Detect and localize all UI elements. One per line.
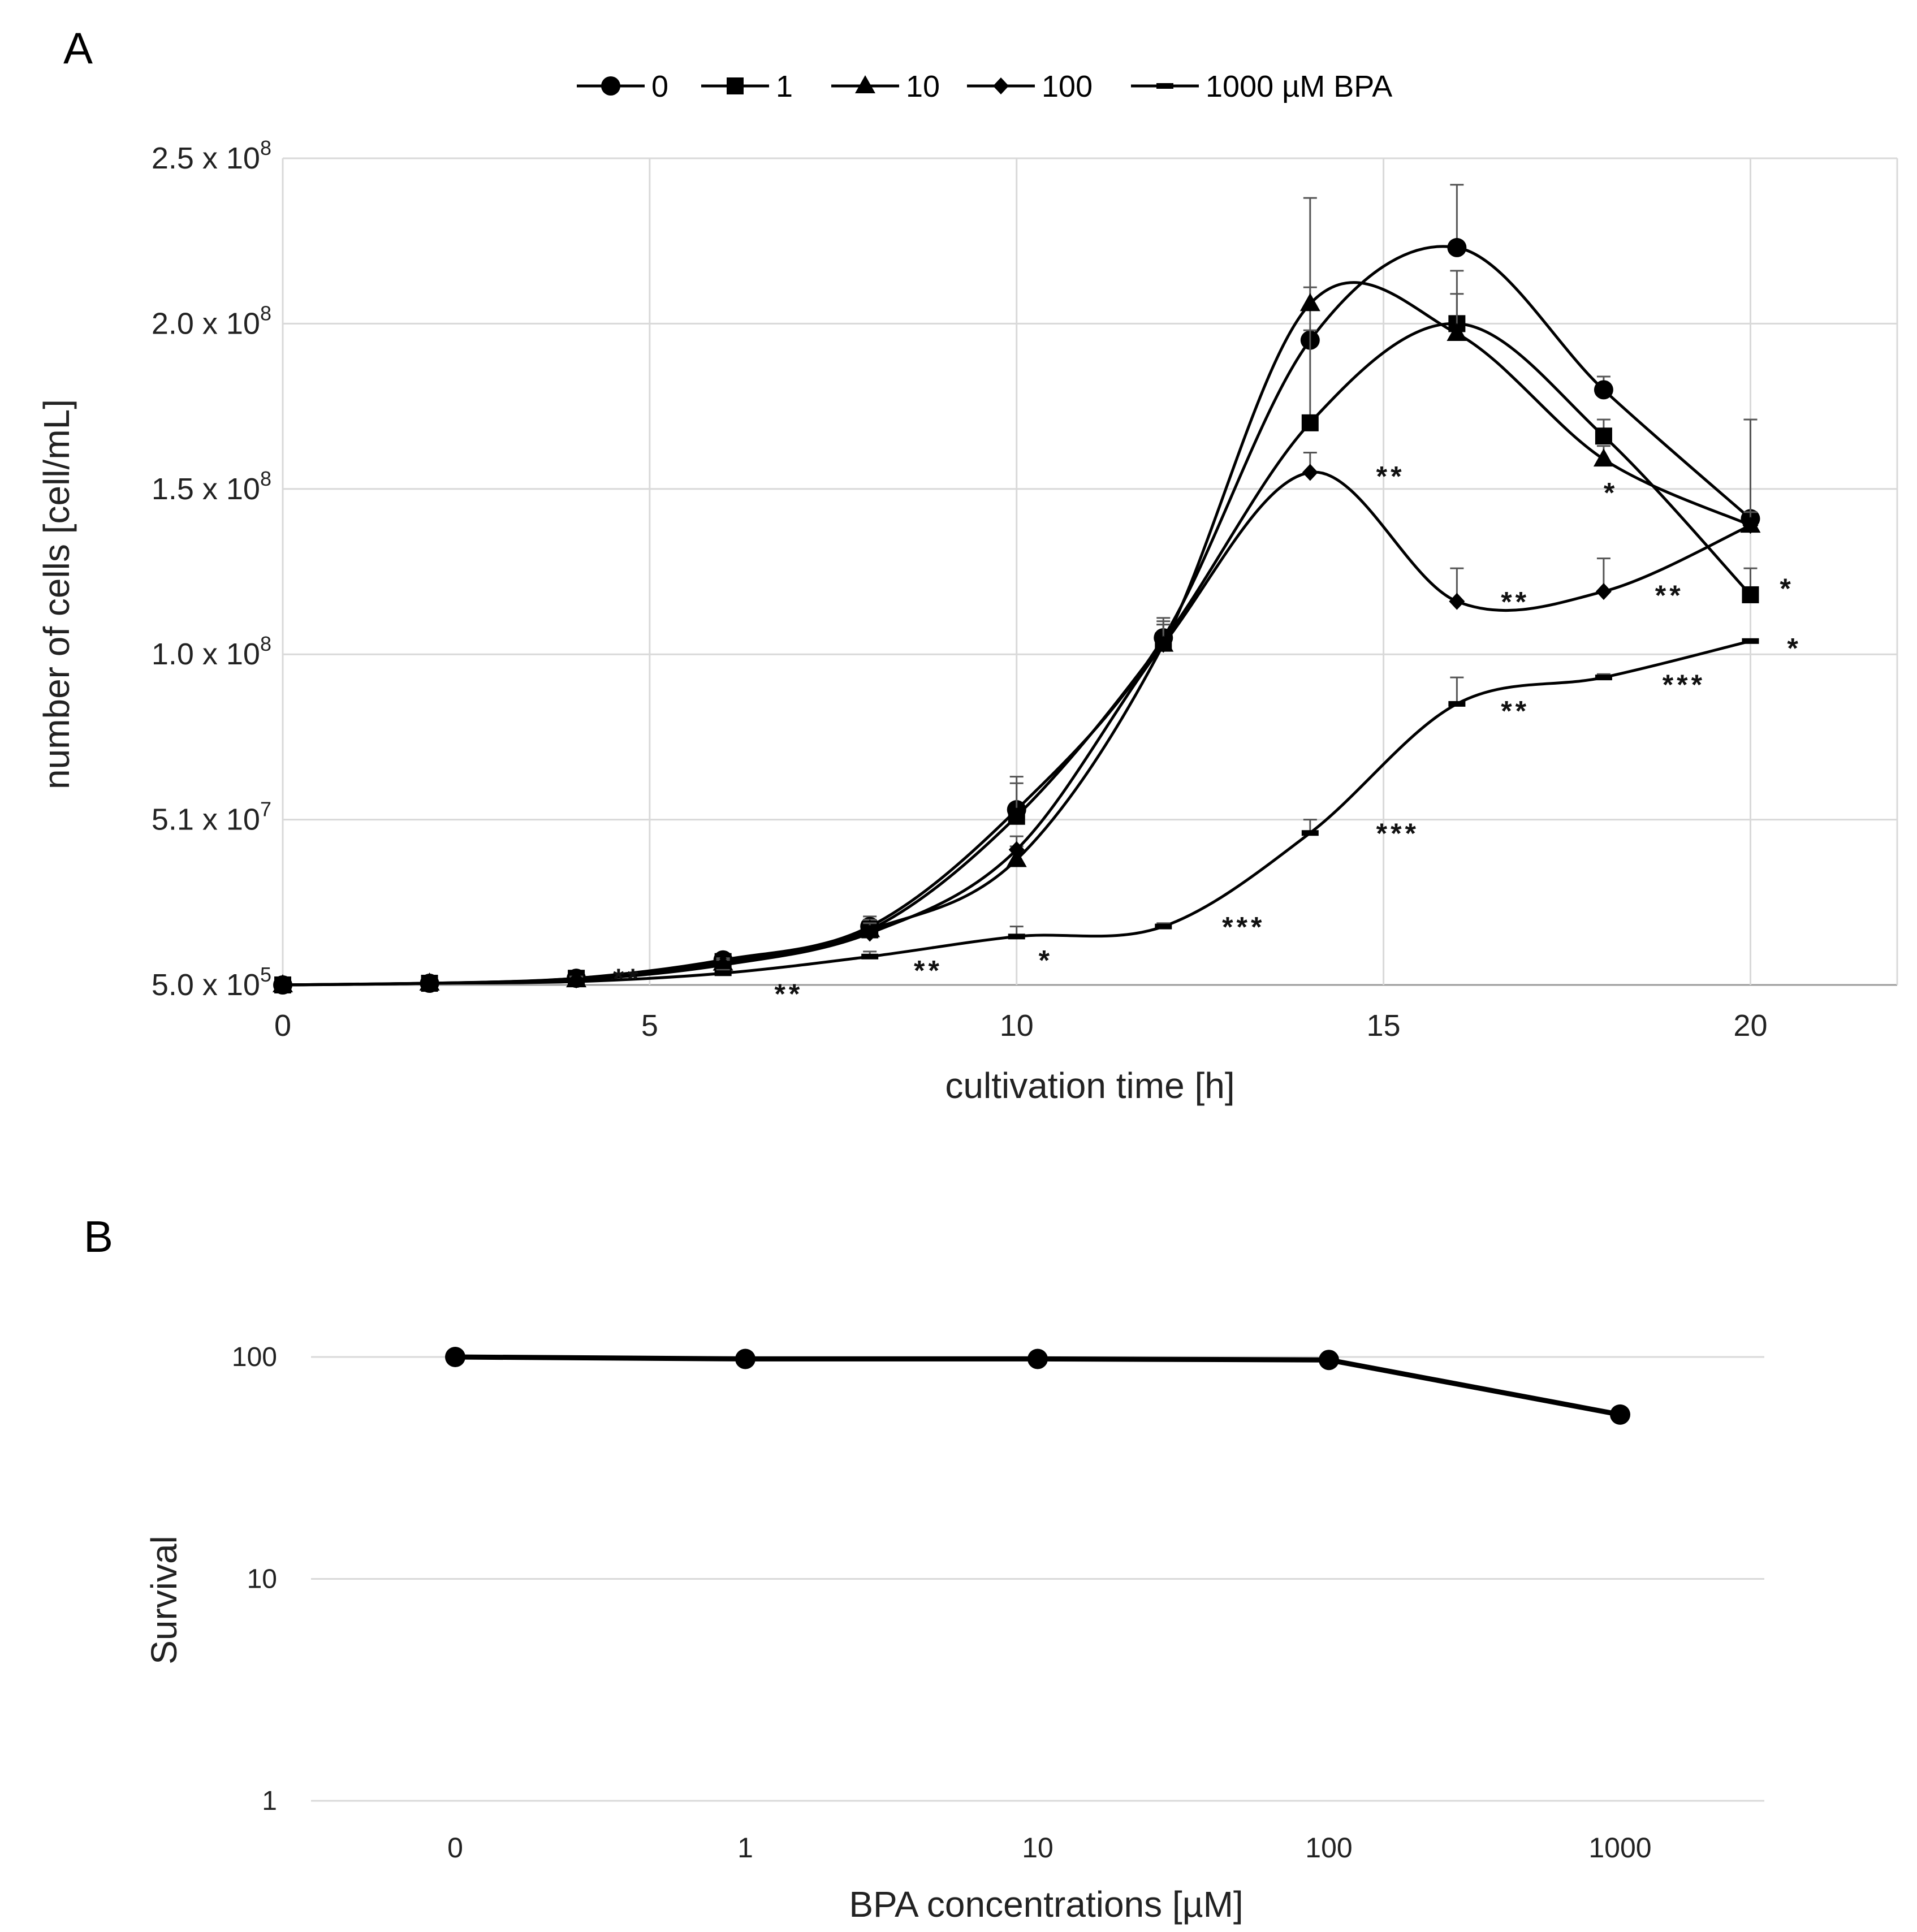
significance-label: ** xyxy=(1501,695,1530,727)
legend-label: 0 xyxy=(651,70,668,103)
data-point xyxy=(1742,638,1759,644)
x-axis-title: cultivation time [h] xyxy=(945,1065,1234,1106)
data-point xyxy=(1742,517,1759,534)
data-point xyxy=(1008,933,1025,940)
legend: 0 1 10 100 1000 µM BPA xyxy=(577,70,1392,103)
data-point xyxy=(1448,701,1466,707)
x-tick-label: 1000 xyxy=(1588,1832,1651,1864)
x-tick-label: 10 xyxy=(1000,1009,1034,1043)
data-point xyxy=(1595,675,1612,681)
significance-label: *** xyxy=(1376,818,1419,849)
x-tick-label: 5 xyxy=(641,1009,658,1043)
data-point xyxy=(1301,830,1319,836)
legend-marker xyxy=(855,75,875,93)
legend-marker xyxy=(993,77,1009,94)
y-tick-label: 10 xyxy=(247,1564,277,1594)
x-tick-label: 100 xyxy=(1305,1832,1352,1864)
data-point xyxy=(1008,807,1025,825)
data-point xyxy=(1610,1404,1630,1425)
data-point xyxy=(1594,380,1613,400)
significance-label: * xyxy=(1039,945,1053,976)
significance-label: ** xyxy=(1501,586,1530,618)
data-point xyxy=(1595,427,1612,445)
significance-label: * xyxy=(1787,633,1801,664)
data-point xyxy=(1447,322,1467,341)
legend-label: 10 xyxy=(906,70,940,103)
data-point xyxy=(1299,293,1320,312)
data-point xyxy=(1008,841,1025,858)
significance-label: ** xyxy=(1655,580,1684,611)
x-tick-label: 20 xyxy=(1733,1009,1767,1043)
y-tick-label: 2.5 x 108 xyxy=(152,136,271,175)
data-point xyxy=(714,970,732,976)
panel-a-chart: 5.0 x 105 5.1 x 107 1.0 x 108 1.5 x 108 2.0 … xyxy=(36,70,1898,1106)
data-point xyxy=(1449,593,1465,610)
data-point xyxy=(274,982,291,988)
data-point xyxy=(421,980,438,987)
y-tick-label: 1.5 x 108 xyxy=(152,467,271,506)
data-point xyxy=(1301,414,1319,431)
data-point xyxy=(1595,583,1612,600)
significance-label: * xyxy=(1780,573,1794,604)
data-point xyxy=(1593,448,1614,467)
significance-label: ** xyxy=(613,963,642,995)
legend-label: 1000 µM BPA xyxy=(1206,70,1392,103)
significance-label: ** xyxy=(774,978,803,1010)
x-tick-label: 10 xyxy=(1022,1832,1054,1864)
x-tick-label: 0 xyxy=(447,1832,463,1864)
legend-marker xyxy=(727,77,744,94)
data-point xyxy=(862,924,878,942)
y-tick-label: 1 xyxy=(262,1786,277,1816)
y-tick-label: 5.0 x 105 xyxy=(152,963,271,1002)
x-tick-label: 15 xyxy=(1367,1009,1401,1043)
significance-label: *** xyxy=(1222,911,1265,943)
data-point xyxy=(1027,1348,1048,1369)
significance-label: * xyxy=(1604,477,1618,509)
y-tick-label: 5.1 x 107 xyxy=(152,798,271,837)
x-tick-label: 1 xyxy=(737,1832,753,1864)
significance-label: ** xyxy=(1376,460,1405,492)
data-point xyxy=(1302,464,1318,481)
data-point xyxy=(735,1348,755,1369)
data-point xyxy=(1447,237,1467,257)
y-tick-label: 2.0 x 108 xyxy=(152,301,271,340)
data-point xyxy=(568,979,585,985)
y-tick-label: 100 xyxy=(232,1342,277,1372)
data-point xyxy=(445,1347,465,1367)
x-tick-label: 0 xyxy=(274,1009,291,1043)
legend-marker xyxy=(1156,83,1173,89)
legend-marker xyxy=(601,76,620,96)
data-point xyxy=(1742,586,1759,603)
data-point xyxy=(1155,636,1172,653)
data-point xyxy=(861,953,879,959)
legend-label: 100 xyxy=(1042,70,1093,103)
series-4 xyxy=(274,638,1759,988)
y-tick-label: 1.0 x 108 xyxy=(152,632,271,671)
y-axis-title: number of cells [cell/mL] xyxy=(36,399,77,789)
significance-label: *** xyxy=(1663,669,1706,701)
x-axis-title: BPA concentrations [µM] xyxy=(849,1884,1243,1925)
panel-a-label: A xyxy=(63,23,93,73)
data-point xyxy=(1319,1350,1339,1371)
data-point xyxy=(1155,923,1172,930)
panel-b-label: B xyxy=(84,1212,113,1261)
legend-label: 1 xyxy=(776,70,793,103)
significance-label: ** xyxy=(914,954,943,986)
y-axis-title: Survival xyxy=(144,1536,184,1665)
